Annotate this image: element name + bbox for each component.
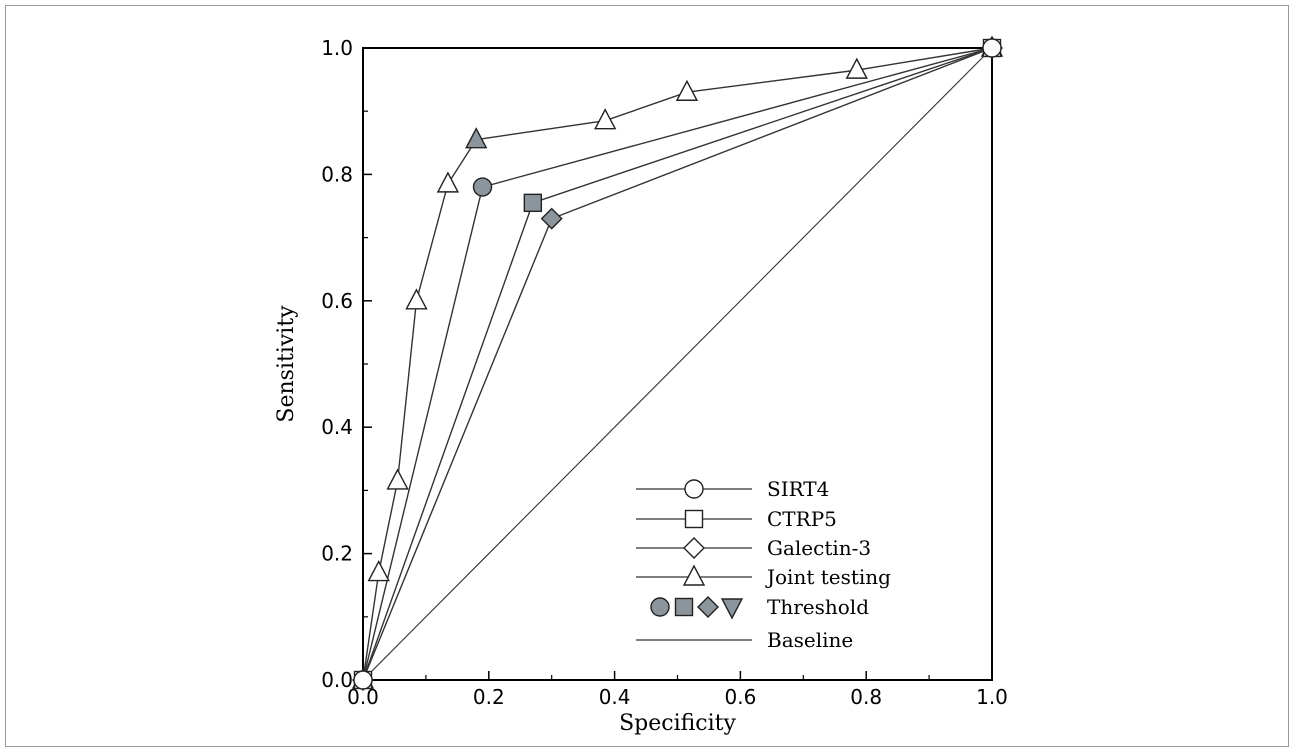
legend-item-galectin-3: Galectin-3 xyxy=(636,536,871,560)
data-point-joint-testing xyxy=(675,79,699,101)
x-tick-label: 0.2 xyxy=(473,685,505,709)
data-point-sirt4 xyxy=(353,670,373,690)
legend-label: SIRT4 xyxy=(767,477,829,501)
data-point-joint-testing xyxy=(845,57,868,79)
y-tick-label: 0.4 xyxy=(321,415,353,439)
legend: SIRT4 CTRP5 Galectin-3 Joint testing Thresho… xyxy=(636,477,891,652)
baseline-layer xyxy=(362,47,993,681)
legend-label: Joint testing xyxy=(765,565,891,589)
x-axis-label: Specificity xyxy=(619,711,736,736)
series-line-joint-testing xyxy=(362,47,993,681)
threshold-point-sirt4 xyxy=(472,177,493,197)
series-line-baseline xyxy=(362,47,993,681)
threshold-point-galectin-3 xyxy=(540,207,563,230)
data-point-joint-testing xyxy=(436,171,460,193)
threshold-point-joint-testing xyxy=(465,127,488,149)
legend-threshold-square xyxy=(674,597,694,617)
legend-label: Baseline xyxy=(767,628,853,652)
legend-threshold-diamond xyxy=(697,596,719,618)
legend-item-sirt4: SIRT4 xyxy=(636,477,829,501)
y-tick-label: 0.0 xyxy=(321,668,353,692)
threshold-point-ctrp5 xyxy=(523,193,543,213)
y-tick-label: 0.8 xyxy=(321,162,353,186)
ticks-layer: 0.0 0.2 0.4 0.6 0.8 1.00.00.20.40.60.81.0 xyxy=(321,36,1008,709)
legend-marker-joint-testing xyxy=(682,564,706,586)
y-tick-label: 1.0 xyxy=(321,36,353,60)
data-point-joint-testing xyxy=(386,468,409,490)
legend-marker-sirt4 xyxy=(684,479,704,499)
data-point-sirt4 xyxy=(982,38,1002,58)
x-tick-label: 0.8 xyxy=(850,685,882,709)
x-tick-label: 1.0 xyxy=(976,685,1008,709)
legend-label: Galectin-3 xyxy=(767,536,871,560)
y-tick-label: 0.6 xyxy=(321,289,353,313)
legend-item-ctrp5: CTRP5 xyxy=(636,507,837,531)
y-axis-label: Sensitivity xyxy=(274,305,299,423)
data-point-joint-testing xyxy=(594,108,617,130)
x-tick-label: 0.6 xyxy=(724,685,756,709)
data-point-joint-testing xyxy=(405,288,428,310)
legend-label: CTRP5 xyxy=(767,507,837,531)
legend-threshold-triangle xyxy=(720,598,744,620)
legend-threshold-circle xyxy=(650,597,670,617)
y-tick-label: 0.2 xyxy=(321,542,353,566)
legend-marker-ctrp5 xyxy=(684,509,704,529)
legend-item-baseline: Baseline xyxy=(636,628,853,652)
legend-item-threshold: Threshold xyxy=(650,595,869,620)
figure-frame xyxy=(5,5,1289,747)
legend-label: Threshold xyxy=(767,595,869,619)
legend-marker-galectin-3 xyxy=(683,537,705,559)
legend-item-joint-testing: Joint testing xyxy=(636,564,891,589)
x-tick-label: 0.4 xyxy=(599,685,631,709)
data-point-joint-testing xyxy=(367,560,390,582)
markers-layer xyxy=(351,35,1004,691)
